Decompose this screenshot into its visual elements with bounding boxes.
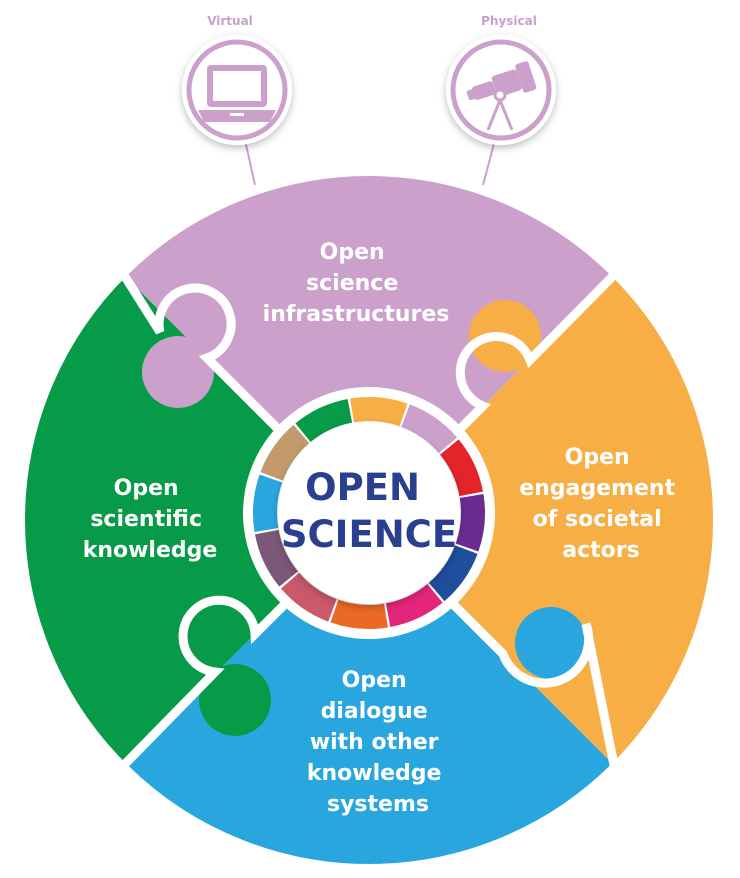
connector-line-physical: [482, 139, 496, 186]
sdg-ring-segment: [350, 397, 408, 427]
sdg-color-ring: [252, 397, 485, 629]
sdg-ring-segment: [280, 572, 337, 622]
virtual-label: Virtual: [207, 14, 253, 28]
knob-top-left: [142, 336, 214, 408]
center-title: OPEN SCIENCE: [281, 466, 457, 556]
segment-top-label: Open science infrastructures: [263, 240, 450, 327]
sdg-ring-segment: [260, 424, 310, 481]
sdg-ring-segment: [385, 584, 443, 628]
segment-left: [23, 275, 369, 765]
sdg-ring-segment: [252, 474, 283, 532]
physical-badge: Physical: [446, 14, 556, 145]
sdg-ring-segment: [455, 494, 485, 552]
segment-top: [124, 174, 614, 520]
physical-label: Physical: [481, 14, 537, 28]
segment-bottom: [124, 520, 614, 866]
center-disc: [278, 422, 460, 604]
sdg-ring-segment: [254, 529, 298, 587]
laptop-icon: [198, 65, 276, 122]
telescope-icon: [466, 61, 537, 131]
segment-right: [369, 275, 715, 765]
sdg-ring-segment: [330, 599, 388, 629]
puzzle-circle: [23, 174, 715, 866]
connector-line-virtual: [244, 139, 256, 186]
segment-bottom-label: Open dialogue with other knowledge syste…: [307, 668, 449, 817]
knob-bottom-left: [199, 664, 271, 736]
segment-left-label: Open scientific knowledge: [83, 476, 218, 563]
knob-bottom-right: [515, 607, 587, 679]
sdg-ring-segment: [440, 439, 484, 497]
sdg-ring-segment: [295, 398, 353, 442]
sdg-ring-segment: [428, 545, 478, 602]
sdg-ring-segment: [401, 404, 458, 454]
virtual-badge: Virtual: [182, 14, 292, 145]
outer-rim: [21, 172, 717, 868]
segment-right-label: Open engagement of societal actors: [519, 445, 683, 563]
